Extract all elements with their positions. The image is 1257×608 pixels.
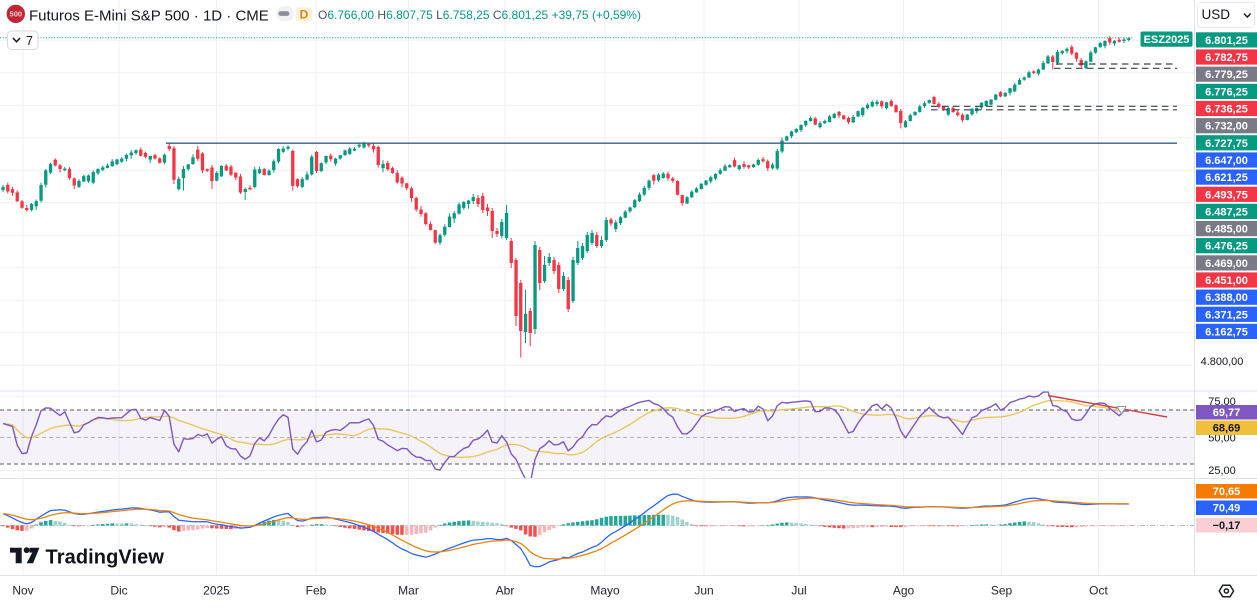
- svg-text:Mayo: Mayo: [590, 584, 620, 598]
- svg-text:6.621,25: 6.621,25: [1205, 172, 1248, 184]
- svg-text:7: 7: [26, 34, 33, 48]
- svg-text:2025: 2025: [203, 584, 230, 598]
- svg-text:Oct: Oct: [1089, 584, 1108, 598]
- svg-text:6.371,25: 6.371,25: [1205, 309, 1248, 321]
- svg-text:6.776,25: 6.776,25: [1205, 86, 1248, 98]
- svg-text:6.388,00: 6.388,00: [1205, 292, 1248, 304]
- svg-text:6.476,25: 6.476,25: [1205, 241, 1248, 253]
- svg-text:6.162,75: 6.162,75: [1205, 326, 1248, 338]
- svg-text:6.493,75: 6.493,75: [1205, 189, 1248, 201]
- svg-text:69,77: 69,77: [1213, 407, 1241, 419]
- svg-text:USD: USD: [1202, 7, 1231, 22]
- svg-text:Feb: Feb: [306, 584, 327, 598]
- svg-text:70,49: 70,49: [1213, 503, 1241, 515]
- svg-text:ESZ2025: ESZ2025: [1144, 34, 1190, 46]
- svg-text:Jul: Jul: [791, 584, 806, 598]
- svg-text:6.451,00: 6.451,00: [1205, 275, 1248, 287]
- svg-text:6.647,00: 6.647,00: [1205, 155, 1248, 167]
- svg-text:6.732,00: 6.732,00: [1205, 121, 1248, 133]
- svg-text:6.779,25: 6.779,25: [1205, 69, 1248, 81]
- svg-text:6.485,00: 6.485,00: [1205, 224, 1248, 236]
- svg-text:D: D: [300, 8, 309, 22]
- svg-text:O6.766,00 H6.807,75 L6.758,25: O6.766,00 H6.807,75 L6.758,25 C6.801,25 …: [318, 8, 641, 22]
- svg-text:−0,17: −0,17: [1213, 520, 1241, 532]
- svg-text:25,00: 25,00: [1208, 465, 1236, 477]
- svg-text:6.469,00: 6.469,00: [1205, 258, 1248, 270]
- svg-text:6.736,25: 6.736,25: [1205, 104, 1248, 116]
- svg-text:Mar: Mar: [398, 584, 419, 598]
- svg-text:4.800,00: 4.800,00: [1201, 356, 1244, 368]
- svg-text:Ago: Ago: [893, 584, 915, 598]
- svg-text:6.782,75: 6.782,75: [1205, 52, 1248, 64]
- svg-text:Nov: Nov: [12, 584, 33, 598]
- svg-text:6.801,25: 6.801,25: [1205, 35, 1248, 47]
- svg-text:6.727,75: 6.727,75: [1205, 138, 1248, 150]
- svg-text:50,00: 50,00: [1208, 433, 1236, 445]
- svg-text:6.487,25: 6.487,25: [1205, 206, 1248, 218]
- svg-text:Jun: Jun: [694, 584, 713, 598]
- svg-text:Futuros E-Mini S&P 500 · 1D ·: Futuros E-Mini S&P 500 · 1D · CME: [29, 8, 269, 25]
- svg-text:Dic: Dic: [110, 584, 127, 598]
- svg-text:TradingView: TradingView: [46, 547, 165, 569]
- svg-text:70,65: 70,65: [1213, 486, 1241, 498]
- svg-text:Sep: Sep: [991, 584, 1013, 598]
- svg-text:Abr: Abr: [496, 584, 515, 598]
- svg-text:500: 500: [10, 10, 23, 19]
- svg-text:68,69: 68,69: [1213, 423, 1241, 435]
